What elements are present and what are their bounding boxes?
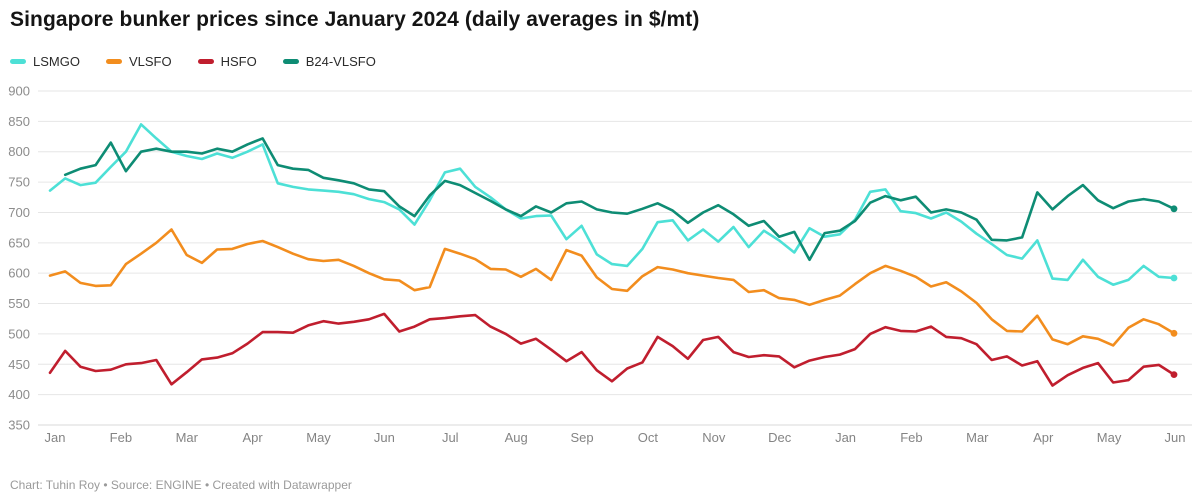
legend-item-hsfo[interactable]: HSFO: [197, 54, 257, 69]
x-axis-label-3-apr: Apr: [243, 430, 264, 445]
y-axis-label-600: 600: [8, 266, 30, 281]
x-axis-label-4-may: May: [306, 430, 331, 445]
chart-credit: Chart: Tuhin Roy • Source: ENGINE • Crea…: [10, 478, 352, 492]
x-axis-label-0-jan: Jan: [45, 430, 66, 445]
series-end-dot-lsmgo: [1170, 274, 1178, 282]
series-line-b24-vlsfo[interactable]: [63, 137, 1176, 262]
series-end-dot-hsfo: [1170, 371, 1178, 378]
y-axis-label-650: 650: [8, 235, 30, 250]
y-axis-label-500: 500: [8, 326, 30, 341]
legend-item-b24-vlsfo[interactable]: B24-VLSFO: [282, 54, 376, 69]
series-line-lsmgo[interactable]: [48, 123, 1176, 286]
legend-label: B24-VLSFO: [305, 54, 376, 69]
x-axis-label-13-feb: Feb: [900, 430, 922, 445]
hsfo-swatch-icon: [197, 59, 214, 64]
x-axis-label-7-aug: Aug: [505, 430, 528, 445]
x-axis-label-12-jan: Jan: [835, 430, 856, 445]
x-axis-label-16-may: May: [1097, 430, 1122, 445]
x-axis-label-10-nov: Nov: [702, 430, 726, 445]
x-axis-label-11-dec: Dec: [768, 430, 792, 445]
series-end-dot-vlsfo: [1170, 329, 1178, 337]
x-axis-label-1-feb: Feb: [110, 430, 132, 445]
x-axis-label-17-jun: Jun: [1164, 430, 1185, 445]
legend-item-lsmgo[interactable]: LSMGO: [10, 54, 80, 69]
y-axis-label-800: 800: [8, 144, 30, 159]
b24-vlsfo-swatch-icon: [282, 59, 299, 64]
y-axis-label-400: 400: [8, 387, 30, 402]
y-axis-label-750: 750: [8, 175, 30, 190]
y-axis-label-700: 700: [8, 205, 30, 220]
legend-label: VLSFO: [128, 54, 172, 69]
x-axis-label-8-sep: Sep: [570, 430, 593, 445]
legend-label: LSMGO: [33, 54, 80, 69]
series-end-dot-b24-vlsfo: [1170, 205, 1178, 213]
x-axis-label-2-mar: Mar: [176, 430, 199, 445]
line-chart-plot: 900 850 800 750 700 650 600 550 500 450 400 350 Jan F…: [8, 84, 1192, 445]
y-axis-label-550: 550: [8, 296, 30, 311]
lsmgo-swatch-icon: [10, 59, 26, 64]
page-title: Singapore bunker prices since January 20…: [10, 8, 700, 31]
x-axis-label-15-apr: Apr: [1033, 430, 1054, 445]
legend-label: HSFO: [220, 54, 257, 69]
x-axis-label-14-mar: Mar: [966, 430, 989, 445]
y-axis-label-450: 450: [8, 357, 30, 372]
y-axis-label-350: 350: [8, 417, 30, 432]
y-axis-label-850: 850: [8, 114, 30, 129]
series-line-vlsfo[interactable]: [48, 228, 1176, 347]
x-axis-label-6-jul: Jul: [442, 430, 459, 445]
legend-item-vlsfo[interactable]: VLSFO: [105, 54, 172, 69]
vlsfo-swatch-icon: [105, 59, 122, 64]
chart-legend: LSMGO VLSFO HSFO B24-VLSFO: [10, 54, 376, 69]
x-axis-label-5-jun: Jun: [374, 430, 395, 445]
series-line-hsfo[interactable]: [48, 312, 1176, 387]
y-axis-label-900: 900: [8, 84, 30, 99]
x-axis-label-9-oct: Oct: [638, 430, 659, 445]
